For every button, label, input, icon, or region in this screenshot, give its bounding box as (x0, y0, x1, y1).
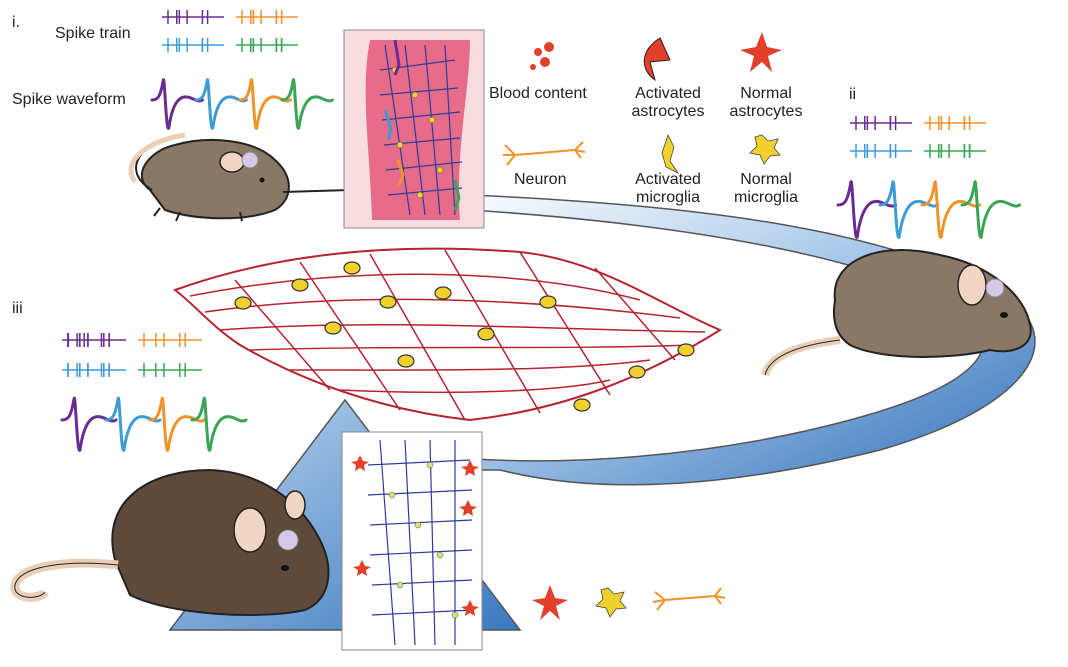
spike-waveform-i-purple (150, 78, 204, 130)
legend-normal-microglia: Normal microglia (733, 171, 798, 206)
spike-train-i-blue (162, 38, 224, 52)
spike-train-iii-purple (62, 333, 126, 347)
neuron-icon (503, 141, 586, 166)
mouse-top (128, 132, 351, 222)
mouse-bottom (10, 468, 330, 616)
spike-waveform-iii-green (190, 396, 248, 452)
microglia-icon-bottom (595, 587, 627, 618)
legend-activated-microglia: Activated microglia (635, 171, 701, 206)
spike-waveform-label: Spike waveform (12, 91, 126, 108)
spike-waveform-ii-blue (878, 180, 940, 239)
spike-train-iii-green (138, 363, 202, 377)
legend-blood-content: Blood content (489, 85, 587, 102)
blood-content-icon (530, 42, 554, 70)
panel-label-i: i. (12, 14, 20, 31)
electrode-mesh (172, 247, 723, 422)
spike-layer (60, 10, 1022, 452)
spike-train-iii-orange (138, 333, 202, 347)
spike-train-ii-blue (850, 144, 912, 158)
normal-microglia-icon (749, 134, 781, 165)
panel-label-iii: iii (12, 300, 23, 317)
spike-waveform-iii-orange (148, 396, 206, 452)
spike-waveform-i-blue (194, 78, 248, 130)
spike-train-iii-blue (62, 363, 126, 377)
tissue-column-top (343, 29, 485, 229)
spike-train-label: Spike train (55, 25, 131, 42)
tissue-column-bottom (341, 431, 483, 651)
spike-waveform-i-orange (238, 78, 292, 130)
spike-waveform-iii-purple (60, 396, 118, 452)
spike-waveform-ii-green (960, 180, 1022, 239)
spike-train-ii-orange (924, 116, 986, 130)
neuron-icon-bottom (652, 587, 726, 611)
legend-activated-astrocytes: Activated astrocytes (631, 85, 705, 120)
spike-train-ii-green (924, 144, 986, 158)
spike-train-ii-purple (850, 116, 912, 130)
normal-astrocyte-icon (740, 32, 782, 72)
spike-waveform-i-green (280, 78, 334, 130)
spike-waveform-ii-orange (920, 180, 982, 239)
activated-astrocyte-icon (643, 37, 671, 82)
spike-train-i-orange (236, 10, 298, 24)
spike-waveform-iii-blue (104, 396, 162, 452)
mouse-right (761, 249, 1032, 377)
astrocyte-icon-bottom (532, 585, 568, 620)
spike-train-i-green (236, 38, 298, 52)
spike-waveform-ii-purple (836, 180, 898, 239)
spike-train-i-purple (162, 10, 224, 24)
activated-microglia-icon (661, 133, 680, 175)
legend-neuron: Neuron (514, 171, 567, 188)
legend-normal-astrocytes: Normal astrocytes (729, 85, 803, 120)
panel-label-ii: ii (849, 86, 857, 103)
